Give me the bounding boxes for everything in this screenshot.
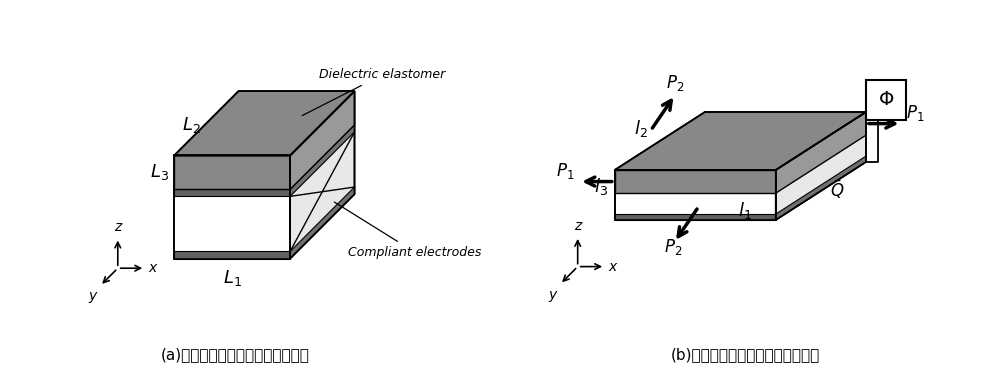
Polygon shape [174,189,290,197]
Polygon shape [776,112,866,220]
Text: Dielectric elastomer: Dielectric elastomer [302,68,445,116]
Text: $P_1$: $P_1$ [556,161,574,181]
Text: y: y [89,289,97,303]
Text: $l_1$: $l_1$ [738,199,751,221]
Polygon shape [174,251,290,258]
Polygon shape [174,156,290,189]
Text: $P_1$: $P_1$ [906,103,925,123]
Bar [866,80,906,120]
Text: $\Phi$: $\Phi$ [878,90,894,109]
Text: $L_3$: $L_3$ [150,163,169,182]
Polygon shape [615,214,776,220]
Text: $L_1$: $L_1$ [223,268,242,288]
Polygon shape [290,187,355,258]
Text: y: y [549,288,557,302]
Text: x: x [608,259,617,274]
Text: Compliant electrodes: Compliant electrodes [334,202,481,259]
Text: $P_2$: $P_2$ [666,74,684,93]
Text: z: z [114,220,121,234]
Polygon shape [615,170,776,220]
Polygon shape [615,170,776,193]
Polygon shape [174,156,290,258]
Text: x: x [148,261,157,275]
Polygon shape [615,162,866,220]
Polygon shape [290,91,355,189]
Polygon shape [290,91,355,258]
Text: (a)介电弹性体执行器变形前的状态: (a)介电弹性体执行器变形前的状态 [161,347,309,362]
Text: z: z [574,219,581,233]
Text: (b)介电弹性体执行器变形后的状态: (b)介电弹性体执行器变形后的状态 [670,347,820,362]
Text: $l_2$: $l_2$ [634,117,648,139]
Polygon shape [615,112,866,170]
Polygon shape [776,112,866,193]
Polygon shape [174,91,355,156]
Polygon shape [290,125,355,197]
Polygon shape [174,194,355,258]
Text: $P_2$: $P_2$ [664,237,682,257]
Text: $L_2$: $L_2$ [182,115,201,135]
Text: $\bar{Q}$: $\bar{Q}$ [830,178,844,201]
Text: $l_3$: $l_3$ [594,176,608,197]
Polygon shape [776,156,866,220]
